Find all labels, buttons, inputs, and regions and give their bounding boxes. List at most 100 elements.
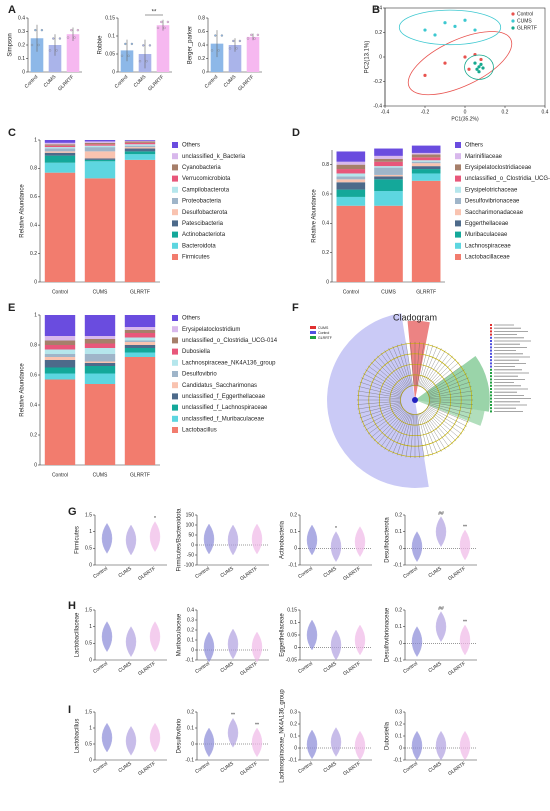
bar-segment	[44, 345, 76, 350]
x-tick-label: Control	[297, 566, 314, 580]
x-tick-label: GLRRTF	[239, 566, 259, 582]
legend-label: Erysipelatoclostridiaceae	[465, 165, 532, 171]
y-tick-label: 0.1	[187, 637, 194, 643]
y-tick-label: -100	[184, 562, 194, 568]
bar-segment	[336, 179, 366, 183]
clade-branch	[401, 343, 412, 387]
key-swatch	[490, 356, 492, 358]
bar-segment	[411, 169, 441, 174]
clade-branch	[361, 377, 403, 395]
clade-branch	[380, 352, 407, 389]
legend-label: Candidatus_Saccharimonas	[182, 383, 257, 389]
bar-segment	[374, 161, 403, 167]
violin	[149, 621, 161, 653]
y-tick-label: 0.1	[108, 33, 115, 39]
violin	[227, 718, 239, 748]
x-tick-label: GLRRTF	[447, 661, 467, 677]
legend-label: Lactobacillaceae	[465, 255, 510, 261]
bar-segment	[124, 140, 156, 142]
root-node	[412, 397, 418, 403]
y-tick-label: 0.6	[322, 191, 329, 197]
key-swatch	[490, 394, 492, 397]
bar-segment	[124, 348, 156, 353]
clade-branch	[418, 413, 429, 457]
legend-label: Desulfovibrionaceae	[465, 199, 520, 205]
x-tick-label: -0.2	[421, 109, 430, 115]
bar-segment	[84, 145, 116, 148]
legend-swatch	[455, 231, 461, 238]
point	[481, 66, 485, 70]
x-tick-label: Control	[204, 74, 220, 90]
sample-dot	[66, 36, 70, 39]
legend-swatch	[455, 209, 461, 216]
clade-branch	[365, 369, 404, 393]
y-axis-label: Relative Abundance	[20, 184, 26, 238]
key-swatch	[490, 400, 492, 403]
y-tick-label: 0.1	[290, 529, 297, 535]
y-axis-label: Robbie	[98, 35, 104, 55]
bar-segment	[124, 345, 156, 348]
y-tick-label: 100	[186, 522, 195, 528]
violin	[354, 730, 366, 761]
x-axis-label: PC1(35.2%)	[451, 116, 479, 122]
legend-label: Cyanobacteria	[182, 165, 221, 171]
y-tick-label: 0.1	[290, 733, 297, 739]
legend-label: unclassified_o_Clostridia_UCG-014	[465, 176, 550, 182]
x-tick-label: CUMS	[427, 565, 443, 579]
point	[473, 61, 477, 65]
bar-segment	[84, 339, 116, 344]
legend-swatch	[455, 198, 461, 204]
legend-swatch	[172, 186, 178, 193]
bar-segment	[84, 151, 116, 159]
legend-label: Others	[182, 143, 200, 149]
clade-branch	[405, 342, 413, 387]
violin	[125, 524, 137, 556]
y-axis-label: Actinobacteria	[280, 520, 286, 559]
x-tick-label: GLRRTF	[130, 289, 150, 295]
y-tick-label: 0	[191, 542, 194, 548]
bar-segment	[84, 147, 116, 152]
y-tick-label: 1	[34, 312, 37, 318]
clade-branch	[421, 348, 442, 388]
y-tick-label: 0.5	[85, 741, 92, 747]
key-swatch	[490, 368, 492, 371]
y-axis-label: Dubosiella	[385, 721, 391, 750]
clade-branch	[384, 411, 408, 450]
legend-label: Lachnospiraceae_NK4A136_group	[182, 360, 276, 366]
violin	[149, 722, 161, 753]
bar-segment	[84, 363, 116, 366]
x-tick-label: 0	[464, 109, 467, 115]
x-tick-label: CUMS	[117, 565, 133, 579]
y-tick-label: -0.4	[373, 103, 382, 109]
clade-branch	[365, 407, 404, 431]
legend-swatch	[455, 142, 461, 148]
clade-branch	[380, 411, 407, 448]
x-tick-label: GLRRTF	[237, 74, 255, 92]
clade-branch	[426, 369, 465, 393]
clade-branch	[410, 413, 415, 458]
bar-segment	[84, 140, 116, 142]
sample-dot	[138, 60, 142, 63]
x-tick-label: CUMS	[322, 660, 338, 674]
sample-dot	[217, 49, 220, 52]
x-tick-label: CUMS	[219, 760, 235, 774]
legend-swatch	[172, 231, 178, 238]
sample-dot	[238, 39, 242, 43]
violin	[330, 629, 342, 661]
sample-dot	[246, 37, 250, 40]
legend-swatch	[172, 198, 178, 204]
y-tick-label: -0.1	[393, 657, 402, 663]
x-tick-label: Control	[402, 661, 419, 675]
violin	[101, 722, 113, 753]
clade-branch	[357, 390, 402, 398]
clade-branch	[428, 390, 473, 398]
y-tick-label: 0	[34, 462, 37, 468]
y-tick-label: 0	[399, 641, 402, 647]
sample-dot	[210, 49, 214, 52]
sample-dot	[58, 37, 62, 40]
clade-branch	[427, 405, 469, 423]
bar-segment	[411, 166, 441, 170]
y-tick-label: 0.05	[105, 51, 115, 57]
y-tick-label: 0.15	[105, 15, 115, 21]
